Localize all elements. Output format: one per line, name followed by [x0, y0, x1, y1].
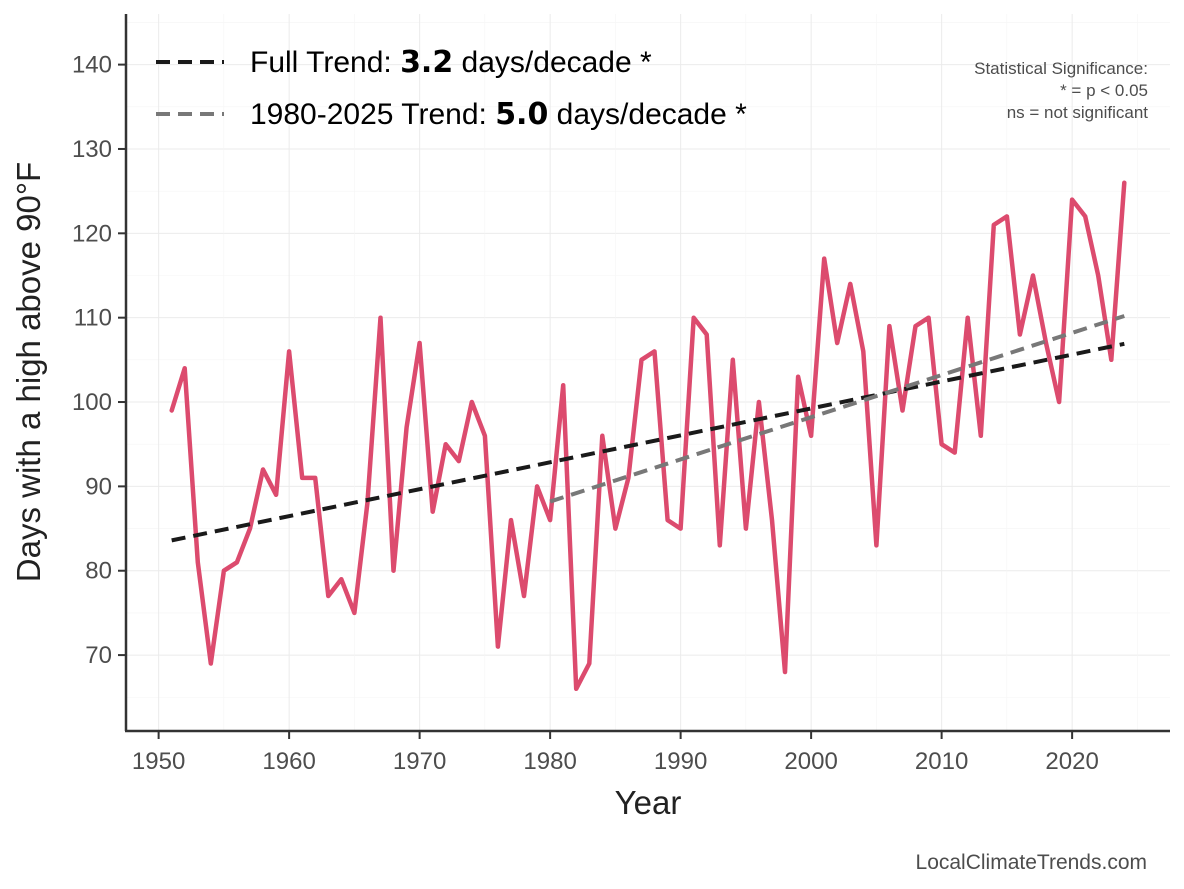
credit-text: LocalClimateTrends.com — [916, 851, 1147, 874]
trend-line-full — [171, 341, 1125, 543]
legend-full-trend-suffix: days/decade * — [453, 46, 652, 79]
y-tick-label: 130 — [72, 136, 112, 163]
grid-lines — [126, 14, 1170, 731]
y-tick-label: 120 — [72, 220, 112, 247]
y-tick-label: 90 — [85, 473, 112, 500]
legend-full-trend-value: 3.2 — [400, 45, 453, 80]
y-axis-title: Days with a high above 90°F — [10, 162, 47, 582]
legend-1980-trend-suffix: days/decade * — [548, 98, 747, 131]
significance-note: Statistical Significance: * = p < 0.05 n… — [974, 59, 1148, 122]
x-tick-label: 1960 — [262, 748, 315, 775]
significance-p-value: * = p < 0.05 — [1060, 81, 1148, 100]
y-tick-label: 100 — [72, 389, 112, 416]
significance-ns: ns = not significant — [1007, 103, 1149, 122]
series-line-observed — [169, 180, 1127, 692]
legend-label-1980-trend: 1980-2025 Trend: 5.0 days/decade * — [250, 97, 747, 132]
y-tick-label: 140 — [72, 52, 112, 79]
legend: Full Trend: 3.2 days/decade * 1980-2025 … — [156, 45, 747, 132]
x-tick-label: 2000 — [784, 748, 837, 775]
legend-1980-trend-value: 5.0 — [495, 97, 548, 132]
trend-line-1980-2025 — [549, 314, 1125, 504]
y-tick-label: 110 — [74, 305, 112, 332]
x-axis-title: Year — [615, 784, 682, 821]
y-tick-label: 80 — [85, 558, 112, 585]
x-tick-label: 1970 — [393, 748, 446, 775]
x-tick-label: 1950 — [132, 748, 185, 775]
x-tick-label: 1980 — [523, 748, 576, 775]
series-layer — [169, 180, 1127, 692]
x-tick-label: 1990 — [654, 748, 707, 775]
x-tick-label: 2010 — [915, 748, 968, 775]
significance-title: Statistical Significance: — [974, 59, 1148, 78]
legend-1980-trend-prefix: 1980-2025 Trend: — [250, 98, 495, 131]
legend-label-full-trend: Full Trend: 3.2 days/decade * — [250, 45, 652, 80]
tick-layer: 70 80 90 100 110 120 130 140 1950 1960 1970 1980 199… — [72, 52, 1099, 775]
x-tick-label: 2020 — [1045, 748, 1098, 775]
legend-full-trend-prefix: Full Trend: — [250, 46, 400, 79]
y-tick-label: 70 — [85, 642, 112, 669]
